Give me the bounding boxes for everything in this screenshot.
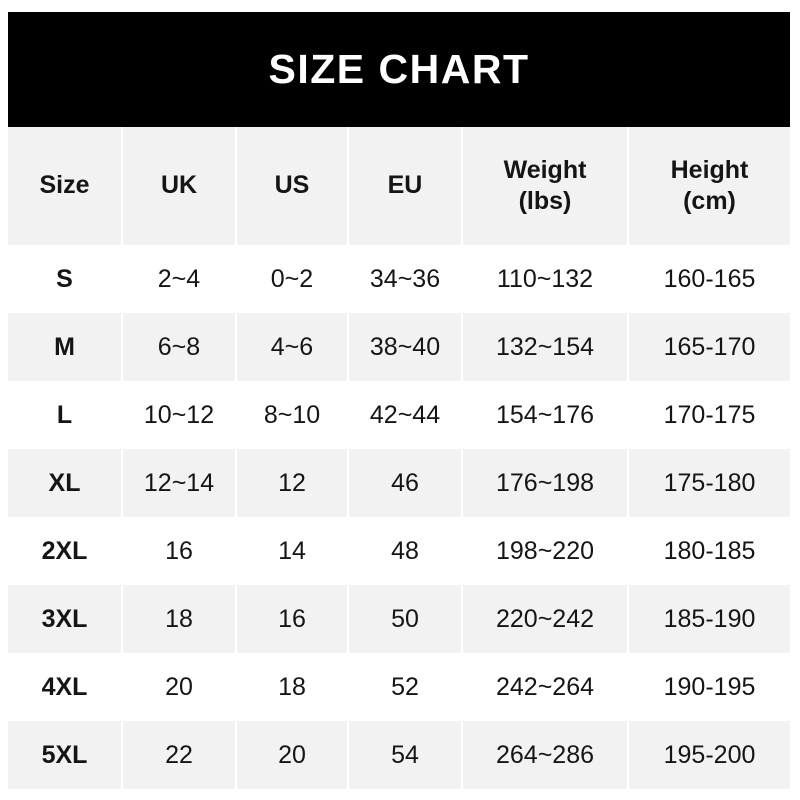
column-header-weight: Weight (lbs) <box>462 127 629 245</box>
cell-weight: 176~198 <box>462 449 629 517</box>
cell-height: 190-195 <box>663 672 756 701</box>
column-header-eu: EU <box>348 127 463 245</box>
cell-weight: 242~264 <box>462 653 629 721</box>
cell-height: 195-200 <box>663 740 756 769</box>
cell-eu: 50 <box>348 585 463 653</box>
cell-height: 170-175 <box>663 400 756 429</box>
table-row: 3XL 18 16 50 220~242 185-190 <box>8 585 790 653</box>
cell-us: 4~6 <box>236 313 349 381</box>
cell-uk: 20 <box>122 653 237 721</box>
cell-weight: 132~154 <box>462 313 629 381</box>
cell-uk: 22 <box>122 721 237 789</box>
cell-us: 18 <box>236 653 349 721</box>
table-row: 2XL 16 14 48 198~220 180-185 <box>8 517 790 585</box>
table-header-row: Size UK US EU Weight (lbs) Height (cm) <box>8 127 790 245</box>
column-header-eu-line1: EU <box>387 171 423 200</box>
cell-size: L <box>8 381 123 449</box>
column-header-height: Height (cm) <box>628 127 790 245</box>
table-row: XL 12~14 12 46 176~198 175-180 <box>8 449 790 517</box>
cell-height: 160-165 <box>663 264 756 293</box>
cell-size: 2XL <box>8 517 123 585</box>
cell-eu: 46 <box>348 449 463 517</box>
cell-weight: 110~132 <box>462 245 629 313</box>
cell-size: M <box>8 313 123 381</box>
cell-weight: 198~220 <box>462 517 629 585</box>
cell-us: 12 <box>236 449 349 517</box>
column-header-height-line2: (cm) <box>683 187 736 215</box>
page-title: SIZE CHART <box>268 46 530 92</box>
cell-eu: 42~44 <box>348 381 463 449</box>
cell-uk: 18 <box>122 585 237 653</box>
cell-height: 185-190 <box>663 604 756 633</box>
cell-uk: 12~14 <box>122 449 237 517</box>
column-header-size-line1: Size <box>39 171 90 200</box>
cell-us: 16 <box>236 585 349 653</box>
cell-us: 0~2 <box>236 245 349 313</box>
cell-weight: 264~286 <box>462 721 629 789</box>
cell-us: 8~10 <box>236 381 349 449</box>
cell-uk: 6~8 <box>122 313 237 381</box>
cell-size: XL <box>8 449 123 517</box>
table-row: L 10~12 8~10 42~44 154~176 170-175 <box>8 381 790 449</box>
cell-eu: 54 <box>348 721 463 789</box>
cell-height: 165-170 <box>663 332 756 361</box>
column-header-uk-line1: UK <box>160 171 198 200</box>
cell-height: 175-180 <box>663 468 756 497</box>
column-header-size: Size <box>8 127 123 245</box>
table-row: M 6~8 4~6 38~40 132~154 165-170 <box>8 313 790 381</box>
cell-eu: 48 <box>348 517 463 585</box>
table-header: Size UK US EU Weight (lbs) Height (cm) <box>8 127 790 245</box>
cell-height: 180-185 <box>663 536 756 565</box>
cell-size: 3XL <box>8 585 123 653</box>
table-row: 5XL 22 20 54 264~286 195-200 <box>8 721 790 789</box>
size-chart-card: SIZE CHART Size UK US EU <box>8 12 790 789</box>
cell-uk: 16 <box>122 517 237 585</box>
cell-size: S <box>8 245 123 313</box>
column-header-weight-line2: (lbs) <box>518 187 572 215</box>
table-body: S 2~4 0~2 34~36 110~132 160-165 M 6~8 4~… <box>8 245 790 789</box>
cell-us: 14 <box>236 517 349 585</box>
cell-eu: 34~36 <box>348 245 463 313</box>
cell-weight: 154~176 <box>462 381 629 449</box>
cell-uk: 2~4 <box>122 245 237 313</box>
cell-eu: 38~40 <box>348 313 463 381</box>
column-header-uk: UK <box>122 127 237 245</box>
cell-weight: 220~242 <box>462 585 629 653</box>
column-header-weight-line1: Weight <box>503 155 587 184</box>
column-header-us: US <box>236 127 349 245</box>
column-header-us-line1: US <box>274 171 310 200</box>
cell-eu: 52 <box>348 653 463 721</box>
table-row: 4XL 20 18 52 242~264 190-195 <box>8 653 790 721</box>
cell-size: 4XL <box>8 653 123 721</box>
size-chart-table: Size UK US EU Weight (lbs) Height (cm) <box>8 127 790 789</box>
title-banner: SIZE CHART <box>8 12 790 127</box>
cell-size: 5XL <box>8 721 123 789</box>
cell-us: 20 <box>236 721 349 789</box>
cell-uk: 10~12 <box>122 381 237 449</box>
column-header-height-line1: Height <box>670 155 749 184</box>
table-row: S 2~4 0~2 34~36 110~132 160-165 <box>8 245 790 313</box>
